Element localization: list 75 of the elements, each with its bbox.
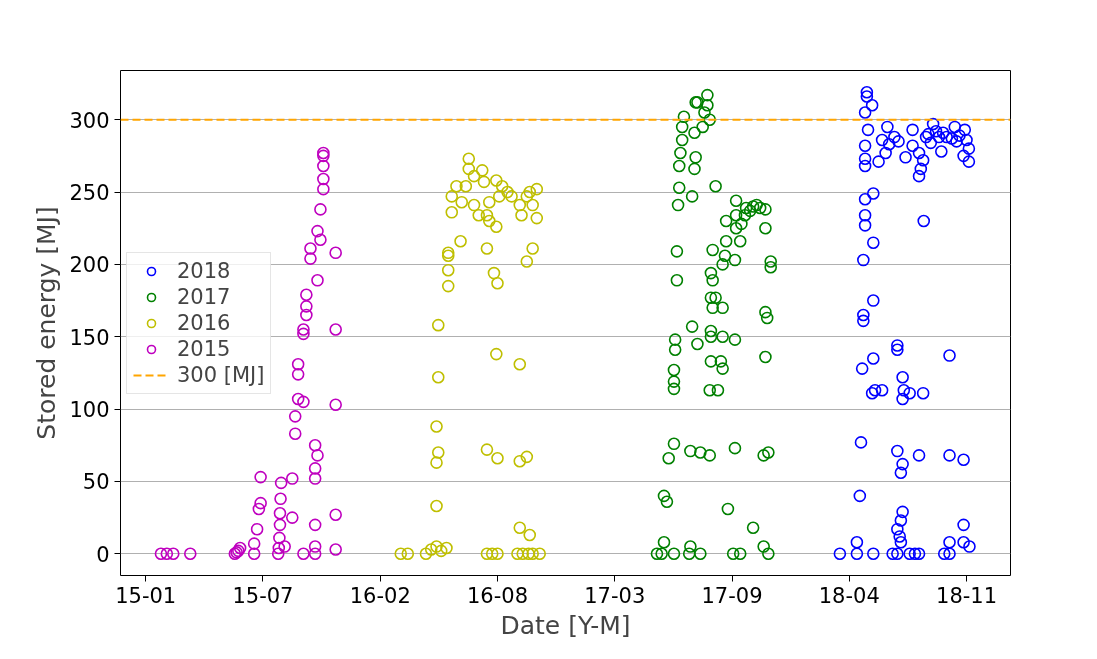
point bbox=[183, 547, 197, 561]
point bbox=[297, 323, 310, 336]
point bbox=[247, 547, 261, 561]
point bbox=[317, 182, 330, 196]
point bbox=[285, 472, 299, 485]
point bbox=[291, 368, 305, 381]
point bbox=[329, 543, 342, 556]
point bbox=[329, 398, 342, 412]
y-axis-title: Stored energy [MJ] bbox=[32, 206, 62, 440]
point bbox=[278, 540, 291, 553]
x-tick-label: 17-09 bbox=[701, 583, 763, 608]
point bbox=[317, 159, 330, 173]
point bbox=[308, 547, 322, 561]
point bbox=[254, 496, 267, 510]
x-tick-label: 15-07 bbox=[232, 583, 294, 608]
point bbox=[308, 462, 322, 475]
point bbox=[297, 327, 310, 341]
point bbox=[252, 502, 266, 516]
x-tick-label: 17-03 bbox=[584, 583, 646, 608]
point bbox=[314, 233, 327, 247]
x-axis-title: Date [Y-M] bbox=[500, 610, 631, 640]
point bbox=[317, 172, 330, 186]
point bbox=[297, 547, 310, 561]
point bbox=[308, 472, 322, 485]
point bbox=[314, 203, 327, 216]
point bbox=[311, 224, 324, 238]
x-tick-label: 16-02 bbox=[349, 583, 411, 608]
x-tick-label: 15-01 bbox=[115, 583, 177, 608]
point bbox=[308, 438, 322, 452]
point bbox=[304, 252, 317, 265]
point bbox=[300, 300, 313, 313]
point bbox=[273, 531, 286, 545]
point bbox=[291, 392, 305, 406]
point bbox=[285, 511, 299, 524]
x-tick-label: 16-08 bbox=[466, 583, 529, 608]
point bbox=[271, 547, 285, 561]
point bbox=[308, 518, 322, 532]
y-tick-label: 50 bbox=[82, 470, 110, 495]
legend-label: 2015 bbox=[177, 336, 231, 361]
point bbox=[247, 537, 261, 550]
legend-label: 2017 bbox=[177, 284, 231, 309]
legend-label: 2016 bbox=[177, 310, 231, 335]
y-tick-label: 250 bbox=[69, 181, 110, 206]
point bbox=[272, 541, 286, 555]
point bbox=[297, 395, 310, 409]
point bbox=[329, 508, 342, 522]
y-tick-label: 300 bbox=[69, 108, 110, 133]
x-tick-label: 18-04 bbox=[818, 583, 880, 608]
point bbox=[254, 470, 267, 484]
point bbox=[288, 410, 302, 423]
legend-label: 2018 bbox=[177, 258, 231, 283]
legend-label: 300 [MJ] bbox=[177, 362, 265, 387]
point bbox=[311, 449, 324, 462]
point bbox=[329, 323, 342, 336]
point bbox=[300, 288, 313, 302]
y-tick-label: 200 bbox=[69, 253, 110, 278]
point bbox=[308, 540, 322, 553]
point bbox=[329, 246, 342, 260]
point bbox=[304, 242, 317, 255]
point bbox=[311, 274, 324, 287]
point bbox=[288, 427, 302, 440]
point bbox=[274, 492, 287, 506]
point bbox=[273, 518, 287, 532]
point bbox=[273, 506, 287, 520]
point bbox=[154, 547, 168, 561]
y-tick-label: 100 bbox=[69, 398, 110, 423]
point bbox=[274, 476, 288, 490]
point bbox=[160, 547, 174, 561]
point bbox=[250, 522, 264, 536]
y-tick-label: 0 bbox=[96, 542, 110, 567]
y-tick-label: 150 bbox=[69, 325, 110, 350]
point bbox=[300, 308, 313, 322]
point bbox=[166, 547, 180, 561]
point bbox=[291, 357, 305, 371]
x-tick-label: 18-11 bbox=[936, 583, 998, 608]
